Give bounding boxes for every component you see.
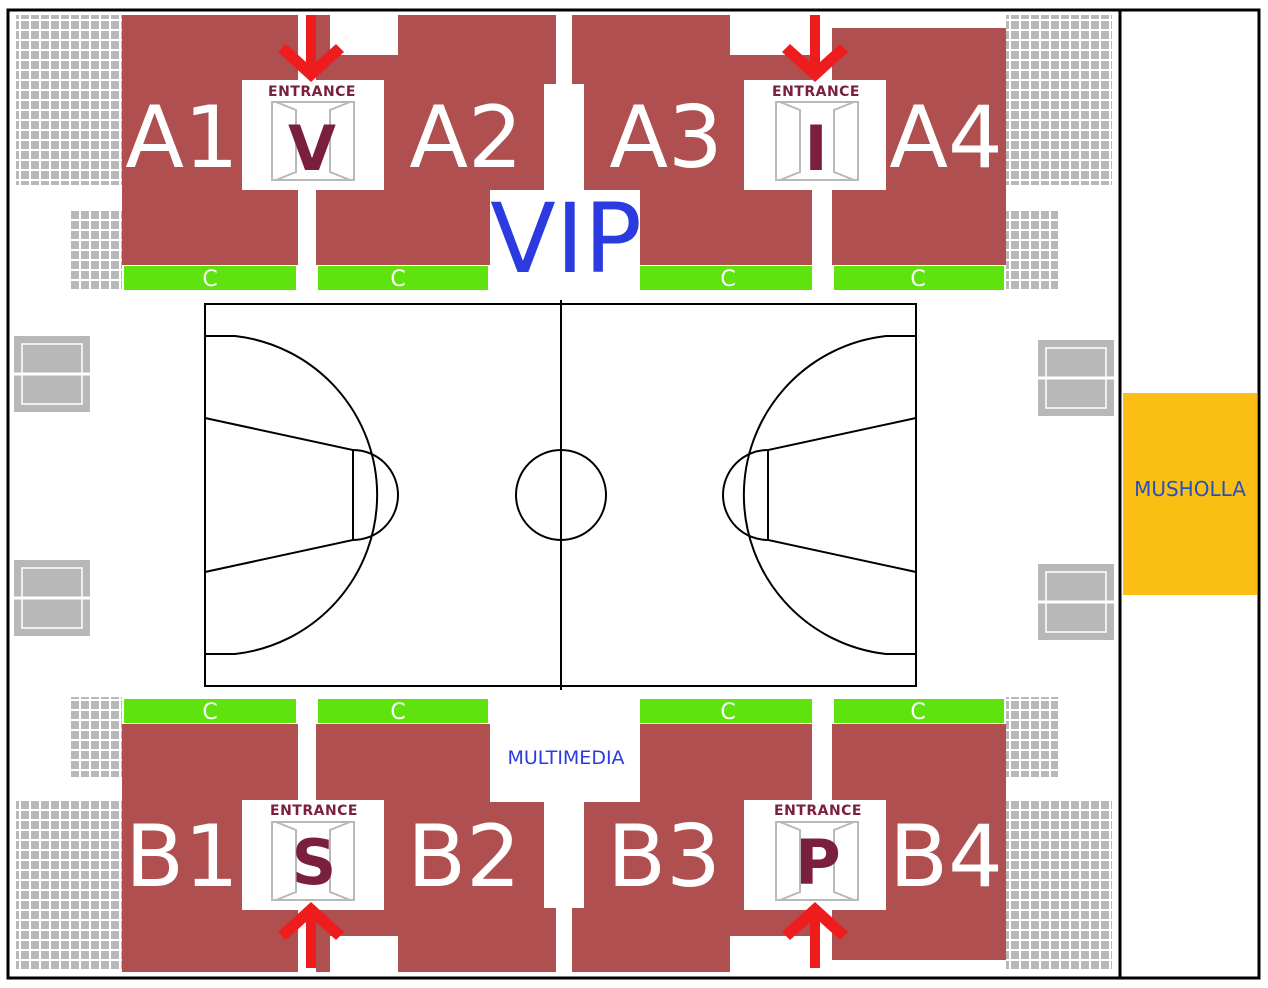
entrance-arrow-icon xyxy=(782,902,848,968)
section-b2-label: B2 xyxy=(407,807,521,907)
section-b4-label: B4 xyxy=(889,807,1003,907)
row-c-label: C xyxy=(910,700,925,725)
bottom-c-rows xyxy=(124,699,1004,723)
seat-block-icon[interactable] xyxy=(1006,210,1058,290)
seat-block-icon[interactable] xyxy=(16,15,122,185)
entrance-label: ENTRANCE xyxy=(772,84,860,100)
entrance-arrows xyxy=(278,15,848,968)
entrance-letter: S xyxy=(292,826,337,899)
row-c-label: C xyxy=(720,267,735,292)
entrance-label: ENTRANCE xyxy=(270,803,358,819)
entrance-label: ENTRANCE xyxy=(268,84,356,100)
seat-block-icon[interactable] xyxy=(70,697,122,777)
section-a1-label: A1 xyxy=(125,88,239,188)
door-icons xyxy=(271,101,859,901)
row-c-label: C xyxy=(202,700,217,725)
section-a4-label: A4 xyxy=(889,88,1003,188)
row-c-label: C xyxy=(390,700,405,725)
door-icon xyxy=(271,821,355,901)
seat-block-icon[interactable] xyxy=(1006,800,1112,970)
row-c-a1[interactable] xyxy=(124,266,296,290)
entrance-labels: ENTRANCE V ENTRANCE I ENTRANCE S ENTRANC… xyxy=(268,84,862,899)
row-c-label: C xyxy=(202,267,217,292)
row-c-label: C xyxy=(910,267,925,292)
row-c-a3[interactable] xyxy=(640,266,812,290)
door-icon xyxy=(271,101,355,181)
section-b3-label: B3 xyxy=(607,807,721,907)
section-b1-label: B1 xyxy=(125,807,239,907)
section-a3-label: A3 xyxy=(609,88,723,188)
seat-block-icon[interactable] xyxy=(16,800,122,970)
row-c-b3[interactable] xyxy=(640,699,812,723)
basketball-court-icon xyxy=(204,300,917,690)
entrance-letter: P xyxy=(795,826,840,899)
row-c-a2[interactable] xyxy=(318,266,488,290)
row-c-a4[interactable] xyxy=(834,266,1004,290)
row-c-b1[interactable] xyxy=(124,699,296,723)
seat-block-icon[interactable] xyxy=(1006,697,1058,777)
top-c-rows xyxy=(124,266,1004,290)
seat-block-icon[interactable] xyxy=(70,210,122,290)
entrance-arrow-icon xyxy=(278,902,344,968)
entrance-arrow-icon xyxy=(782,15,848,82)
section-labels: A1 A2 A3 A4 B1 B2 B3 B4 xyxy=(125,88,1003,907)
vip-label: VIP xyxy=(490,183,642,295)
seat-blocks xyxy=(16,15,1112,970)
row-c-labels: C C C C C C C C xyxy=(202,267,925,725)
multimedia-label: MULTIMEDIA xyxy=(507,747,624,769)
door-icon xyxy=(775,101,859,181)
row-c-b4[interactable] xyxy=(834,699,1004,723)
section-a2-label: A2 xyxy=(409,88,523,188)
musholla-label: MUSHOLLA xyxy=(1134,477,1246,501)
door-icon xyxy=(775,821,859,901)
seat-block-icon[interactable] xyxy=(1006,15,1112,185)
musholla-area[interactable] xyxy=(1123,393,1257,595)
row-c-b2[interactable] xyxy=(318,699,488,723)
row-c-label: C xyxy=(720,700,735,725)
entrance-label: ENTRANCE xyxy=(774,803,862,819)
row-c-label: C xyxy=(390,267,405,292)
entrance-arrow-icon xyxy=(278,15,344,82)
entrance-letter: I xyxy=(804,112,827,185)
bottom-sections xyxy=(122,724,1006,972)
entrance-letter: V xyxy=(288,112,336,185)
